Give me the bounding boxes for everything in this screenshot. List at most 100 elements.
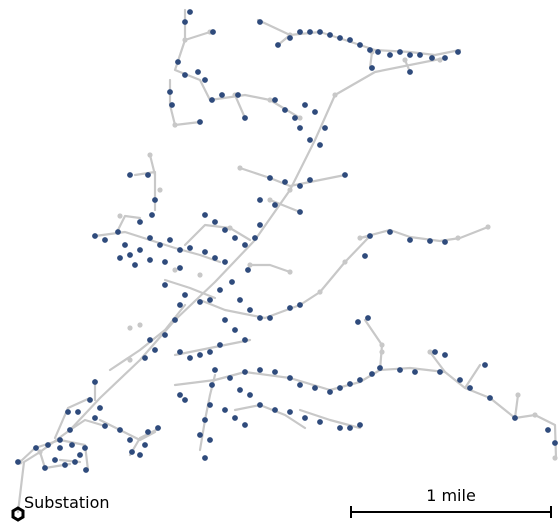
load-node bbox=[197, 352, 203, 358]
load-node bbox=[307, 177, 313, 183]
load-node bbox=[512, 415, 518, 421]
load-node bbox=[202, 212, 208, 218]
load-node bbox=[417, 52, 423, 58]
load-node bbox=[242, 422, 248, 428]
junction-point bbox=[182, 37, 188, 43]
load-node bbox=[45, 442, 51, 448]
substation-label: Substation bbox=[24, 493, 110, 512]
junction-point bbox=[485, 224, 491, 230]
load-node bbox=[207, 402, 213, 408]
load-node bbox=[92, 415, 98, 421]
load-node bbox=[357, 42, 363, 48]
load-node bbox=[257, 315, 263, 321]
load-node bbox=[337, 385, 343, 391]
load-node bbox=[82, 445, 88, 451]
load-node bbox=[312, 385, 318, 391]
load-node bbox=[357, 377, 363, 383]
junction-point bbox=[515, 392, 521, 398]
load-node bbox=[407, 52, 413, 58]
network-line bbox=[116, 214, 142, 232]
load-node bbox=[267, 175, 273, 181]
load-node bbox=[307, 29, 313, 35]
load-node bbox=[182, 292, 188, 298]
substation-marker-icon bbox=[11, 506, 25, 522]
load-node bbox=[442, 352, 448, 358]
load-node bbox=[177, 302, 183, 308]
load-node bbox=[87, 397, 93, 403]
junction-point bbox=[437, 57, 443, 63]
junction-point bbox=[172, 267, 178, 273]
network-line bbox=[513, 393, 520, 420]
load-node bbox=[202, 417, 208, 423]
network-line bbox=[368, 50, 374, 70]
network-line bbox=[428, 350, 447, 374]
load-node bbox=[487, 395, 493, 401]
load-node bbox=[147, 235, 153, 241]
load-node bbox=[272, 407, 278, 413]
load-node bbox=[69, 442, 75, 448]
load-node bbox=[347, 37, 353, 43]
load-node bbox=[272, 202, 278, 208]
load-node bbox=[355, 319, 361, 325]
load-node bbox=[302, 415, 308, 421]
load-node bbox=[207, 437, 213, 443]
load-node bbox=[432, 349, 438, 355]
load-node bbox=[115, 229, 121, 235]
junction-point bbox=[127, 325, 133, 331]
load-node bbox=[147, 337, 153, 343]
load-node bbox=[57, 445, 63, 451]
network-line bbox=[173, 38, 302, 120]
load-node bbox=[187, 245, 193, 251]
load-node bbox=[429, 55, 435, 61]
load-node bbox=[52, 457, 58, 463]
load-node bbox=[142, 442, 148, 448]
load-node bbox=[272, 369, 278, 375]
load-node bbox=[155, 425, 161, 431]
load-node bbox=[137, 247, 143, 253]
load-node bbox=[322, 125, 328, 131]
load-node bbox=[147, 257, 153, 263]
junction-point bbox=[379, 342, 385, 348]
network-line bbox=[183, 223, 252, 247]
network-line bbox=[98, 418, 157, 442]
load-node bbox=[312, 109, 318, 115]
load-node bbox=[297, 382, 303, 388]
load-node bbox=[317, 29, 323, 35]
load-node bbox=[342, 172, 348, 178]
load-node bbox=[307, 137, 313, 143]
network-line bbox=[53, 396, 92, 440]
load-node bbox=[132, 262, 138, 268]
load-node bbox=[195, 69, 201, 75]
load-nodes bbox=[15, 9, 558, 473]
load-node bbox=[42, 465, 48, 471]
junction-point bbox=[427, 349, 433, 355]
load-node bbox=[272, 97, 278, 103]
junction-point bbox=[227, 225, 233, 231]
load-node bbox=[152, 347, 158, 353]
junction-point bbox=[197, 272, 203, 278]
load-node bbox=[287, 375, 293, 381]
load-node bbox=[202, 77, 208, 83]
load-node bbox=[177, 349, 183, 355]
load-node bbox=[182, 397, 188, 403]
load-node bbox=[222, 227, 228, 233]
load-node bbox=[467, 385, 473, 391]
load-node bbox=[242, 337, 248, 343]
load-node bbox=[365, 315, 371, 321]
load-node bbox=[212, 219, 218, 225]
junction-point bbox=[342, 259, 348, 265]
load-node bbox=[275, 42, 281, 48]
load-node bbox=[437, 369, 443, 375]
load-node bbox=[297, 209, 303, 215]
load-node bbox=[397, 49, 403, 55]
load-node bbox=[369, 371, 375, 377]
load-node bbox=[92, 379, 98, 385]
load-node bbox=[142, 355, 148, 361]
load-node bbox=[257, 222, 263, 228]
load-node bbox=[387, 229, 393, 235]
load-node bbox=[369, 65, 375, 71]
load-node bbox=[62, 462, 68, 468]
junction-point bbox=[37, 449, 43, 455]
junction-point bbox=[455, 235, 461, 241]
network-line bbox=[128, 426, 162, 457]
